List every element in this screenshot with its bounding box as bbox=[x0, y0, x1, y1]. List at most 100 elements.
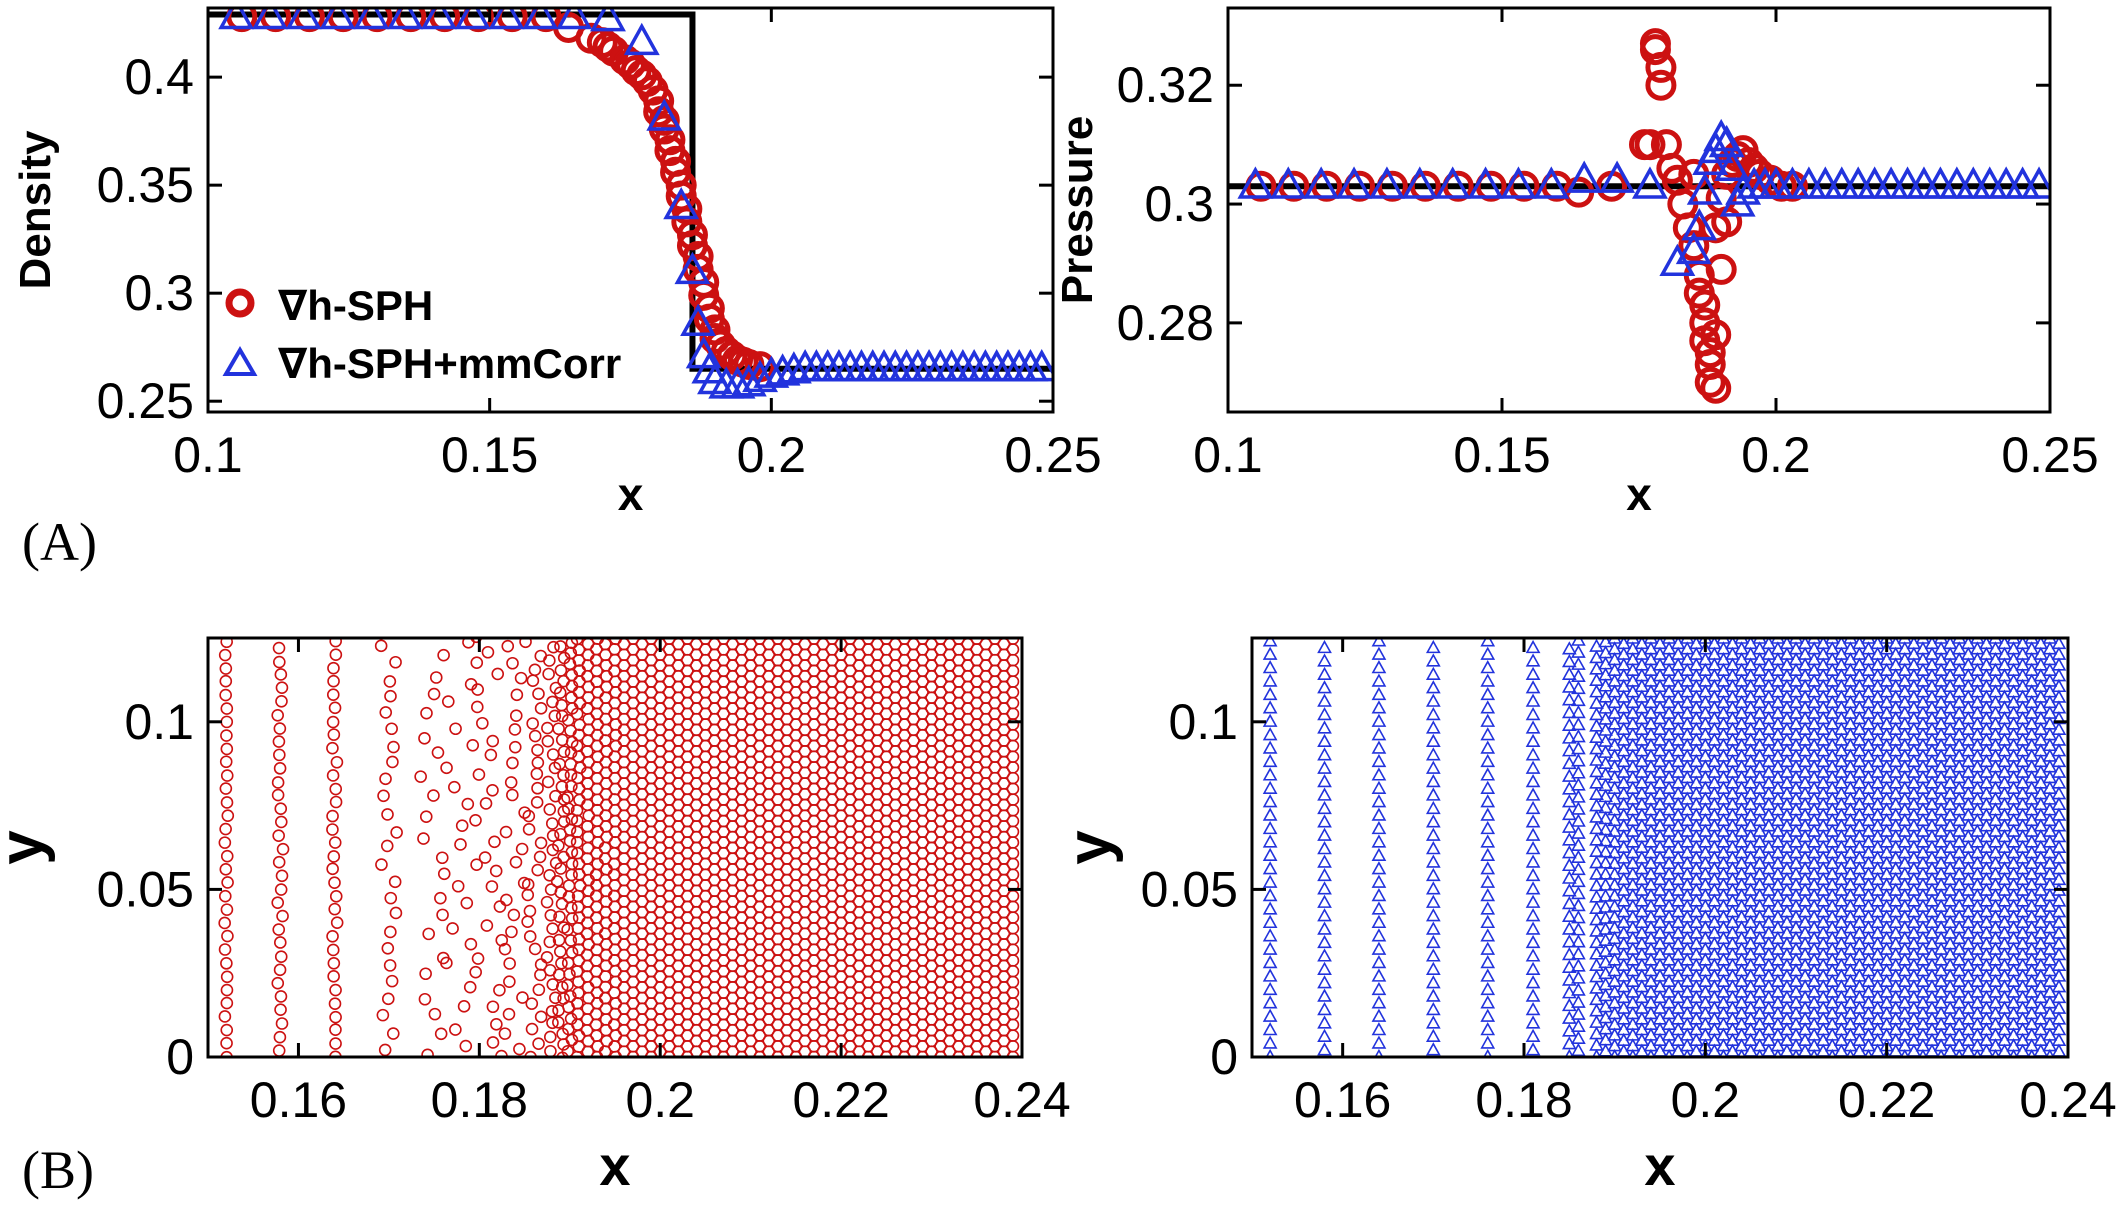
particle bbox=[1425, 908, 1441, 922]
particle bbox=[1371, 981, 1387, 996]
particle bbox=[329, 983, 342, 997]
particle bbox=[1824, 638, 1840, 644]
particle bbox=[1589, 889, 1604, 903]
particle bbox=[1598, 855, 1613, 869]
data-point bbox=[1714, 148, 1751, 181]
particle bbox=[418, 992, 432, 1006]
plot-area bbox=[218, 638, 1020, 1057]
particle bbox=[1480, 928, 1496, 942]
particle bbox=[502, 1007, 516, 1021]
particle bbox=[570, 825, 584, 839]
particle bbox=[1734, 638, 1749, 644]
particle bbox=[330, 916, 344, 929]
particle bbox=[1480, 941, 1496, 955]
particle bbox=[414, 770, 427, 783]
particle bbox=[1525, 747, 1541, 761]
particle bbox=[271, 776, 285, 789]
particle bbox=[427, 789, 440, 802]
particle bbox=[1480, 874, 1496, 888]
series-sph bbox=[218, 638, 1020, 1057]
particle bbox=[1317, 827, 1332, 841]
data-point bbox=[1703, 118, 1740, 152]
particle bbox=[1561, 743, 1577, 757]
particle bbox=[541, 734, 555, 748]
particle bbox=[540, 895, 554, 909]
particle bbox=[1561, 755, 1577, 770]
particle bbox=[220, 715, 234, 729]
particle bbox=[519, 638, 532, 649]
particle bbox=[1371, 820, 1387, 835]
particle bbox=[1561, 870, 1577, 884]
particle bbox=[561, 791, 574, 804]
particle bbox=[275, 869, 289, 883]
particle bbox=[514, 671, 528, 685]
plot-area bbox=[1228, 28, 2050, 404]
particle bbox=[1752, 638, 1768, 644]
particle bbox=[2051, 989, 2067, 1004]
particle bbox=[1317, 680, 1332, 694]
particle bbox=[2051, 786, 2067, 800]
particle bbox=[549, 991, 562, 1005]
particle bbox=[2051, 1022, 2067, 1036]
particle bbox=[526, 674, 540, 688]
particle bbox=[1371, 955, 1387, 969]
particle bbox=[1571, 753, 1586, 767]
particle bbox=[377, 789, 390, 803]
particle bbox=[471, 952, 485, 965]
particle bbox=[547, 640, 560, 654]
particle bbox=[1425, 1042, 1441, 1056]
particle bbox=[1262, 660, 1278, 674]
particle bbox=[1317, 666, 1332, 680]
particle bbox=[431, 746, 445, 759]
particle bbox=[1425, 693, 1441, 707]
particle bbox=[1480, 955, 1496, 969]
particle bbox=[1006, 836, 1020, 849]
particle bbox=[330, 755, 344, 769]
particle bbox=[2051, 925, 2067, 939]
particle bbox=[530, 796, 544, 809]
particle bbox=[1371, 713, 1387, 727]
particle bbox=[272, 735, 286, 748]
particle bbox=[1317, 1015, 1332, 1029]
particle bbox=[272, 923, 286, 936]
particle bbox=[1425, 894, 1441, 908]
particle bbox=[460, 896, 474, 910]
particle bbox=[1317, 814, 1332, 828]
y-axis-label: y bbox=[0, 830, 56, 865]
particle bbox=[1843, 638, 1858, 644]
particle bbox=[1589, 729, 1604, 744]
particle bbox=[273, 1030, 287, 1044]
particle bbox=[521, 888, 535, 902]
particle bbox=[1425, 854, 1441, 868]
particle bbox=[1561, 730, 1577, 744]
particle bbox=[220, 742, 234, 756]
particle bbox=[1262, 1008, 1278, 1022]
particle bbox=[609, 1029, 623, 1042]
particle bbox=[1006, 900, 1020, 914]
particle bbox=[480, 919, 494, 932]
particle bbox=[1371, 700, 1387, 714]
particle bbox=[389, 655, 402, 669]
particle bbox=[1589, 991, 1604, 1006]
particle bbox=[1317, 800, 1332, 815]
particle bbox=[2051, 807, 2067, 821]
particle bbox=[272, 829, 285, 842]
particle bbox=[1317, 693, 1332, 707]
data-point bbox=[623, 22, 660, 56]
data-point bbox=[1336, 166, 1373, 199]
particle bbox=[1371, 861, 1387, 875]
particle bbox=[1589, 980, 1604, 994]
particle bbox=[378, 1043, 392, 1057]
particle bbox=[1661, 638, 1677, 644]
particle bbox=[1262, 820, 1278, 835]
particle bbox=[1425, 774, 1441, 788]
particle bbox=[271, 976, 285, 990]
data-point bbox=[654, 124, 686, 156]
particle bbox=[1425, 827, 1441, 841]
particle bbox=[1589, 832, 1604, 846]
particle bbox=[565, 638, 579, 650]
legend: ∇h-SPH ∇h-SPH+mmCorr bbox=[222, 282, 621, 387]
particle bbox=[220, 983, 234, 997]
y-axis-label: Density bbox=[11, 130, 60, 289]
